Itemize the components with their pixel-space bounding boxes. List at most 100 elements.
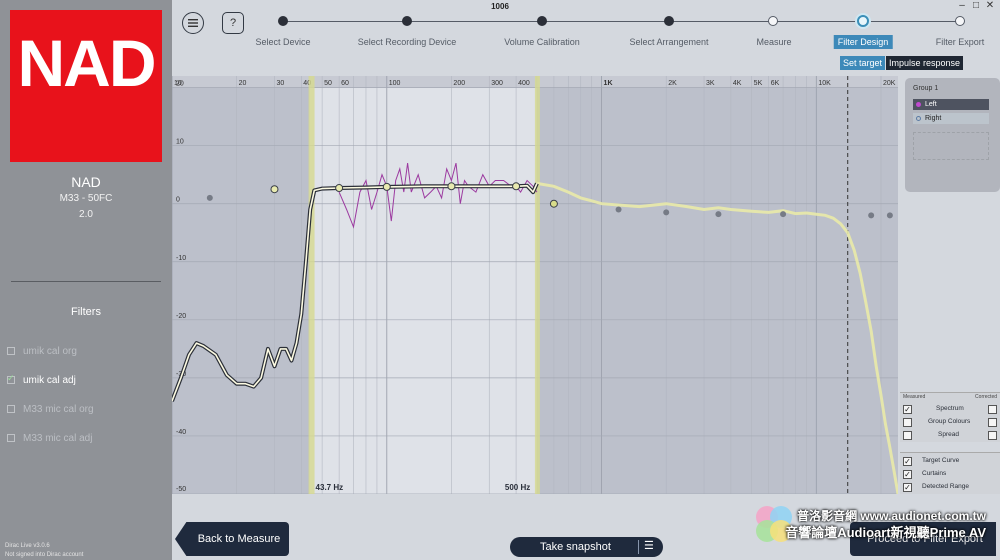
stepper-track — [284, 21, 962, 22]
snapshot-divider — [638, 540, 639, 554]
toggle-label: Curtains — [922, 470, 947, 477]
filter-label: M33 mic cal org — [23, 403, 94, 415]
spectrum-measured-checkbox[interactable]: ✓ — [903, 405, 912, 414]
brand-logo: NAD — [10, 10, 162, 162]
step-dot-select-arrangement[interactable] — [664, 16, 674, 26]
option-label: Spectrum — [936, 405, 964, 412]
inactive-curve-handle — [868, 212, 875, 219]
option-label: Group Colours — [928, 418, 971, 425]
option-label: Spread — [938, 431, 959, 438]
spectrum-corrected-checkbox[interactable] — [988, 405, 997, 414]
x-tick-label: 20K — [883, 80, 896, 87]
spread-corrected-checkbox[interactable] — [988, 431, 997, 440]
filter-design-chart[interactable]: 20 10 0 -10 -20 -30 -40 -50 10 20 30 40 50 60 100 200 30… — [172, 76, 898, 494]
proceed-to-filter-export-button[interactable]: Proceed to Filter Export — [850, 522, 996, 556]
option-spread: Spread — [900, 429, 1000, 441]
group-colours-corrected-checkbox[interactable] — [988, 418, 997, 427]
step-dot-select-recording-device[interactable] — [402, 16, 412, 26]
step-volume-calibration[interactable]: Volume Calibration — [504, 37, 580, 47]
channel-left[interactable]: Left — [913, 99, 989, 110]
x-tick-label: 2K — [668, 80, 677, 87]
filter-item-m33-mic-cal-org[interactable]: M33 mic cal org — [7, 402, 94, 416]
x-tick-label: 1K — [604, 80, 613, 87]
display-options-panel: Measured Corrected ✓ Spectrum Group Colo… — [900, 392, 1000, 442]
y-tick-label: -50 — [176, 486, 186, 493]
channel-right[interactable]: Right — [913, 113, 989, 124]
channel-group-panel: Group 1 Left Right — [905, 78, 1000, 192]
target-curve-handle — [382, 182, 391, 191]
inactive-curve-handle — [715, 211, 722, 218]
step-dot-filter-export[interactable] — [955, 16, 965, 26]
watermark-logo — [756, 506, 792, 542]
detected-range-checkbox[interactable]: ✓ — [903, 483, 912, 492]
curtain-low-label: 43.7 Hz — [316, 483, 344, 492]
filter-checkbox[interactable] — [7, 405, 15, 413]
target-curve — [172, 183, 538, 402]
close-button[interactable]: ✕ — [985, 0, 995, 11]
target-curve-handle — [549, 199, 558, 208]
curtain-high-handle — [534, 76, 540, 494]
step-filter-export[interactable]: Filter Export — [935, 37, 985, 47]
sidebar: NAD NAD M33 - 50FC 2.0 Filters umik cal … — [0, 0, 172, 560]
device-version: 2.0 — [79, 209, 93, 220]
step-filter-design[interactable]: Filter Design — [833, 35, 893, 49]
target-curve-handle — [335, 184, 344, 193]
target-curve-outside-range — [536, 181, 898, 494]
toggle-label: Target Curve — [922, 457, 960, 464]
step-select-device[interactable]: Select Device — [255, 37, 311, 47]
x-tick-label: 200 — [453, 80, 465, 87]
target-curve-checkbox[interactable]: ✓ — [903, 457, 912, 466]
maximize-button[interactable]: □ — [972, 0, 980, 11]
toggle-target-curve[interactable]: ✓ Target Curve — [900, 455, 1000, 467]
step-select-recording-device[interactable]: Select Recording Device — [357, 37, 457, 47]
measured-header: Measured — [903, 394, 926, 400]
passband-region — [309, 76, 537, 494]
step-select-arrangement[interactable]: Select Arrangement — [629, 37, 709, 47]
back-to-measure-button[interactable]: Back to Measure — [175, 522, 289, 556]
tab-set-target[interactable]: Set target — [840, 56, 886, 70]
x-tick-label: 40 — [303, 80, 311, 87]
x-tick-label: 300 — [491, 80, 503, 87]
channel-color-dot — [916, 116, 921, 121]
y-tick-label: -40 — [176, 429, 186, 436]
tab-impulse-response[interactable]: Impulse response — [886, 56, 964, 70]
group-title: Group 1 — [913, 85, 939, 92]
channel-label: Right — [925, 115, 942, 122]
step-measure[interactable]: Measure — [756, 37, 792, 47]
x-tick-label: 3K — [706, 80, 715, 87]
group-drop-zone[interactable] — [913, 132, 989, 160]
proceed-button-label: Proceed to Filter Export — [867, 533, 983, 545]
logo-text: NAD — [17, 26, 157, 100]
sidebar-divider — [11, 281, 161, 282]
toggle-curtains[interactable]: ✓ Curtains — [900, 468, 1000, 480]
step-dot-volume-calibration[interactable] — [537, 16, 547, 26]
y-tick-label: -20 — [176, 313, 186, 320]
take-snapshot-button[interactable]: Take snapshot ☰ — [510, 537, 663, 557]
minimize-button[interactable]: – — [959, 0, 965, 11]
list-icon[interactable]: ☰ — [644, 540, 654, 552]
inactive-curve-handle — [663, 209, 670, 216]
spread-measured-checkbox[interactable] — [903, 431, 912, 440]
filter-item-umik-cal-adj[interactable]: umik cal adj — [7, 373, 76, 387]
toggle-detected-range[interactable]: ✓ Detected Range — [900, 481, 1000, 493]
target-curve-handle — [512, 182, 521, 191]
help-button[interactable]: ? — [222, 12, 244, 34]
filter-item-umik-cal-org[interactable]: umik cal org — [7, 344, 77, 358]
hamburger-menu-button[interactable] — [182, 12, 204, 34]
overlay-toggles-panel: ✓ Target Curve ✓ Curtains ✓ Detected Ran… — [900, 452, 1000, 494]
filter-item-m33-mic-cal-adj[interactable]: M33 mic cal adj — [7, 431, 92, 445]
filter-checkbox[interactable] — [7, 373, 15, 384]
filter-label: M33 mic cal adj — [23, 432, 93, 444]
channel-color-dot — [916, 102, 921, 107]
filter-checkbox[interactable] — [7, 434, 15, 442]
x-tick-label: 5K — [754, 80, 763, 87]
x-tick-label: 30 — [276, 80, 284, 87]
x-tick-label: 4K — [733, 80, 742, 87]
curtains-checkbox[interactable]: ✓ — [903, 470, 912, 479]
step-dot-filter-design[interactable] — [857, 15, 869, 27]
step-dot-select-device[interactable] — [278, 16, 288, 26]
group-colours-measured-checkbox[interactable] — [903, 418, 912, 427]
filter-checkbox[interactable] — [7, 347, 15, 355]
step-dot-measure[interactable] — [768, 16, 778, 26]
